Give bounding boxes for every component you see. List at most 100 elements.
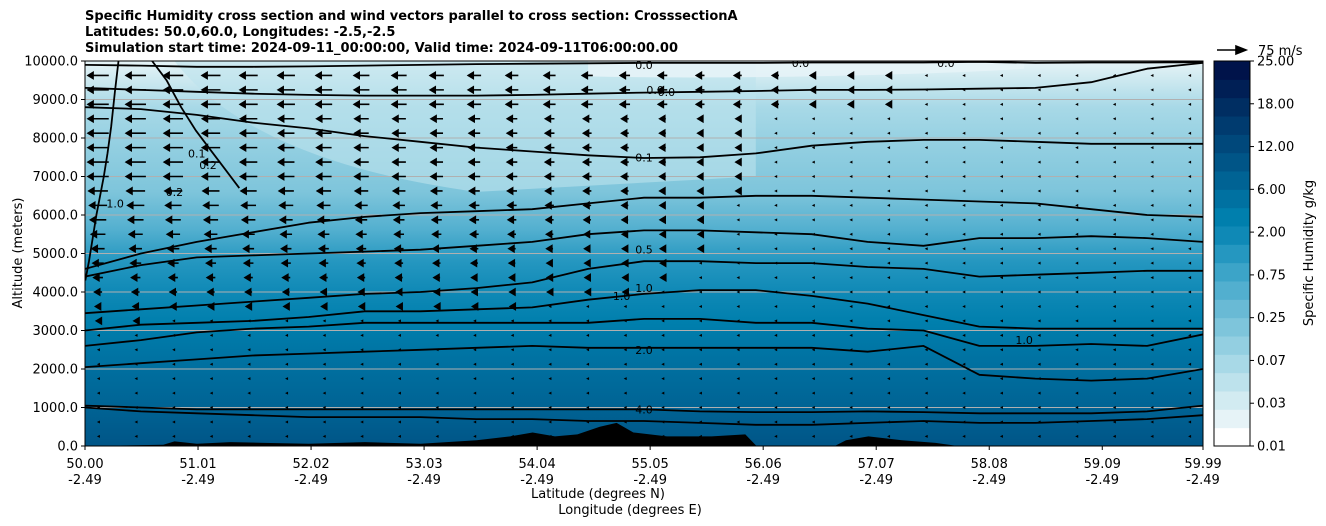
wind-vector xyxy=(924,247,928,251)
wind-vector xyxy=(661,290,665,294)
wind-vector xyxy=(962,73,966,77)
wind-vector xyxy=(285,434,289,438)
wind-vector xyxy=(583,273,591,282)
wind-vector xyxy=(656,99,668,109)
wind-vector xyxy=(124,143,146,153)
wind-vector xyxy=(542,85,556,95)
colorbar-tick-label: 0.07 xyxy=(1257,354,1286,369)
wind-vector xyxy=(276,85,295,95)
wind-vector xyxy=(1188,304,1192,308)
wind-vector xyxy=(658,128,666,138)
wind-vector xyxy=(811,406,815,409)
wind-vector xyxy=(698,420,702,424)
wind-vector xyxy=(623,420,627,424)
wind-vector xyxy=(315,172,332,181)
wind-vector xyxy=(1188,160,1192,164)
wind-vector xyxy=(736,333,740,337)
wind-vector xyxy=(473,391,477,395)
wind-vector xyxy=(656,71,668,80)
wind-vector xyxy=(658,157,666,167)
wind-vector xyxy=(849,189,853,193)
colorbar-segment xyxy=(1214,244,1250,264)
x-tick-label-lon: -2.49 xyxy=(68,473,102,488)
wind-vector xyxy=(1188,102,1192,106)
wind-vector xyxy=(811,232,815,236)
wind-vector xyxy=(698,304,702,308)
wind-vector xyxy=(774,391,778,395)
wind-vector xyxy=(924,189,928,193)
wind-vector xyxy=(1037,420,1041,424)
wind-vector xyxy=(1112,232,1116,236)
wind-vector xyxy=(510,319,514,323)
title-line-3: Simulation start time: 2024-09-11_00:00:… xyxy=(85,41,678,56)
colorbar-segment xyxy=(1214,354,1250,374)
wind-vector xyxy=(543,143,555,153)
wind-vector xyxy=(86,114,109,124)
x-tick-label-lon: -2.49 xyxy=(1085,473,1119,488)
wind-vector xyxy=(1075,420,1079,424)
wind-vector xyxy=(1037,261,1041,265)
colorbar-segment xyxy=(1214,189,1250,209)
wind-vector xyxy=(999,88,1003,92)
wind-vector xyxy=(1188,406,1192,409)
wind-vector xyxy=(621,273,629,282)
contour-label: 0.5 xyxy=(635,244,653,257)
wind-vector xyxy=(887,247,891,251)
wind-vector xyxy=(849,203,853,207)
wind-vector xyxy=(353,114,369,124)
wind-vector xyxy=(736,203,740,207)
wind-vector xyxy=(582,186,592,196)
wind-vector xyxy=(469,258,478,268)
wind-vector xyxy=(736,232,740,236)
wind-vector xyxy=(962,232,966,236)
wind-vector xyxy=(582,229,591,239)
wind-vector xyxy=(1037,348,1041,352)
wind-vector xyxy=(505,157,518,167)
wind-vector xyxy=(1075,391,1079,395)
wind-vector xyxy=(238,157,258,167)
wind-vector xyxy=(1037,203,1041,207)
colorbar-segment xyxy=(1214,61,1250,80)
colorbar-tick-label: 18.00 xyxy=(1257,97,1294,112)
plot-area: 0.00.00.00.00.00.10.10.20.21.00.51.01.01… xyxy=(85,57,1203,446)
contour-label: 2.0 xyxy=(635,344,653,357)
wind-vector xyxy=(1112,377,1116,381)
wind-vector xyxy=(548,391,552,395)
wind-vector xyxy=(849,175,853,178)
wind-vector xyxy=(620,128,629,138)
wind-vector xyxy=(618,71,631,80)
wind-vector xyxy=(242,258,254,268)
wind-vector xyxy=(1188,276,1192,280)
wind-vector xyxy=(355,244,367,254)
wind-vector xyxy=(172,406,176,409)
wind-vector xyxy=(360,420,364,424)
wind-vector xyxy=(698,406,702,409)
quiver-key-label: 75 m/s xyxy=(1258,44,1303,59)
contour-1.0 xyxy=(85,260,1203,315)
x-tick-label-lon: -2.49 xyxy=(746,473,780,488)
wind-vector xyxy=(391,114,406,124)
wind-vector xyxy=(887,420,891,424)
wind-vector xyxy=(1188,290,1192,294)
colorbar-tick-label: 0.03 xyxy=(1257,397,1286,412)
x-tick-label-lat: 59.09 xyxy=(1084,457,1121,472)
wind-vector xyxy=(586,333,590,337)
contour-label: 0.0 xyxy=(792,57,810,70)
wind-vector xyxy=(661,304,665,308)
wind-vector xyxy=(390,85,407,95)
wind-vector xyxy=(620,186,629,196)
wind-vector xyxy=(322,377,326,381)
wind-vector xyxy=(849,304,853,308)
wind-vector xyxy=(586,406,590,409)
colorbar-segment xyxy=(1214,79,1250,99)
wind-vector xyxy=(510,420,514,424)
wind-vector xyxy=(166,244,180,254)
x-tick-label-lon: -2.49 xyxy=(407,473,441,488)
wind-vector xyxy=(285,362,289,366)
wind-vector xyxy=(282,302,290,311)
wind-vector xyxy=(1037,290,1041,294)
wind-vector xyxy=(999,102,1003,106)
contour-4.0 xyxy=(85,404,1203,415)
wind-vector xyxy=(1037,362,1041,366)
x-tick-label-lon: -2.49 xyxy=(1186,473,1220,488)
